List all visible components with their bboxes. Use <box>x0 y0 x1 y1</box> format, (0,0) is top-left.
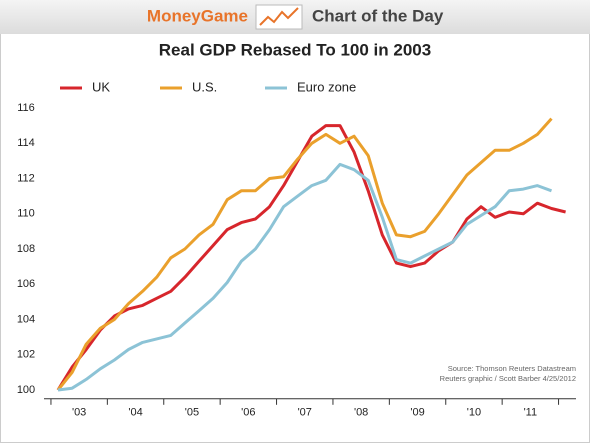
y-tick-label: 114 <box>17 137 35 149</box>
chart-title: Real GDP Rebased To 100 in 2003 <box>159 40 431 59</box>
y-tick-label: 104 <box>17 313 35 325</box>
x-tick-label: '06 <box>241 407 255 419</box>
x-tick-label: '05 <box>185 407 199 419</box>
y-tick-label: 100 <box>17 384 35 396</box>
y-tick-label: 106 <box>17 278 35 290</box>
legend-label: Euro zone <box>297 79 356 94</box>
x-tick-label: '09 <box>410 407 424 419</box>
x-tick-label: '08 <box>354 407 368 419</box>
x-tick-label: '04 <box>128 407 142 419</box>
legend-label: UK <box>92 79 110 94</box>
logo-icon <box>255 4 303 30</box>
source-note: Source: Thomson Reuters Datastream <box>448 364 576 373</box>
x-tick-label: '07 <box>298 407 312 419</box>
legend-label: U.S. <box>192 79 217 94</box>
y-tick-label: 110 <box>17 208 35 220</box>
x-tick-label: '10 <box>467 407 481 419</box>
series-line <box>56 117 553 391</box>
y-tick-label: 116 <box>17 102 35 114</box>
series-line <box>56 124 566 391</box>
y-tick-label: 112 <box>17 172 35 184</box>
y-tick-label: 108 <box>17 243 35 255</box>
tagline: Chart of the Day <box>312 6 444 25</box>
x-tick-label: '03 <box>72 407 86 419</box>
y-tick-label: 102 <box>17 349 35 361</box>
source-note: Reuters graphic / Scott Barber 4/25/2012 <box>440 374 576 383</box>
series-line <box>57 162 553 392</box>
brand: MoneyGame <box>147 6 248 25</box>
x-tick-label: '11 <box>524 407 538 419</box>
